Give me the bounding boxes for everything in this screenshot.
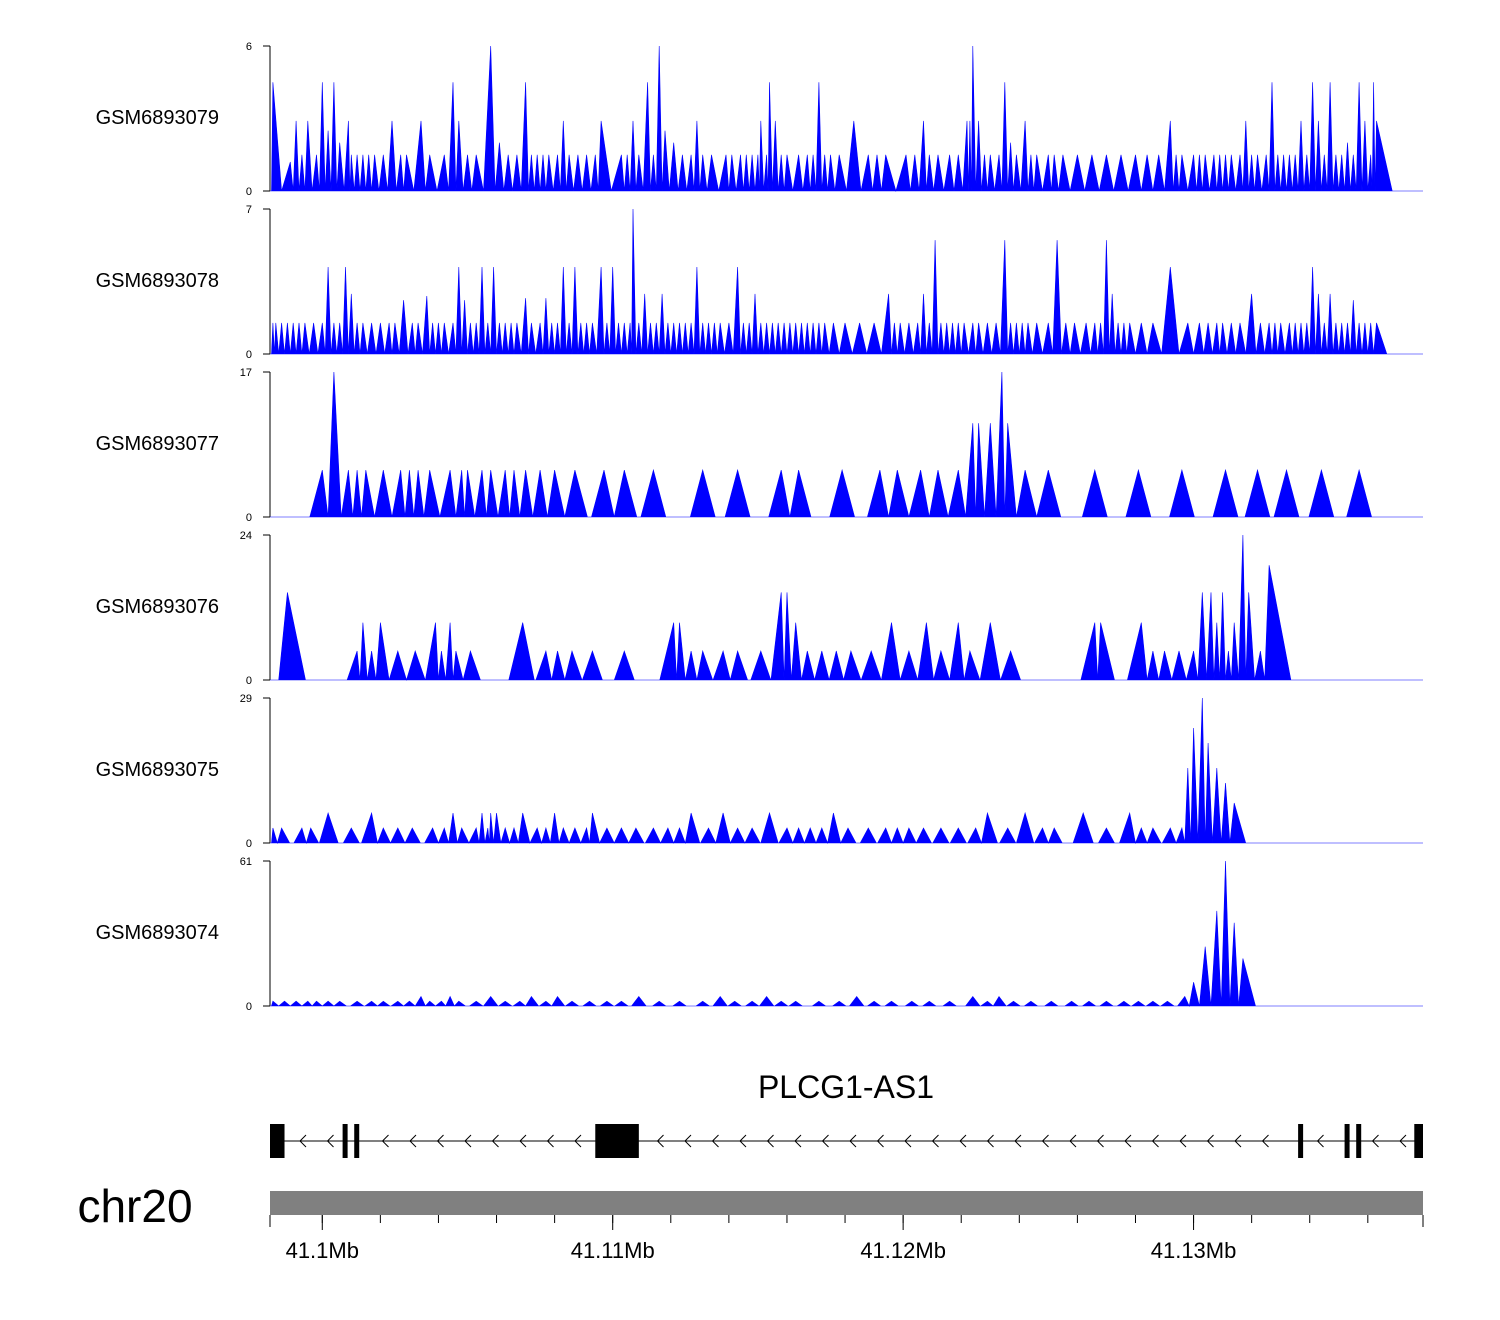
gene-exon bbox=[354, 1124, 360, 1158]
y-axis-max-label: 7 bbox=[246, 204, 252, 216]
track-label: GSM6893079 bbox=[96, 107, 219, 129]
y-axis-max-label: 61 bbox=[240, 856, 252, 868]
strand-arrow bbox=[1261, 1134, 1269, 1148]
track-GSM6893078: GSM6893078 7 0 bbox=[96, 204, 1423, 361]
y-axis-zero-label: 0 bbox=[246, 838, 252, 850]
strand-arrow bbox=[656, 1134, 664, 1148]
strand-arrow bbox=[931, 1134, 939, 1148]
y-axis-zero-label: 0 bbox=[246, 349, 252, 361]
strand-arrow bbox=[876, 1134, 884, 1148]
strand-arrow bbox=[464, 1134, 472, 1148]
strand-arrow bbox=[1399, 1134, 1407, 1148]
strand-arrow bbox=[739, 1134, 747, 1148]
strand-arrow bbox=[766, 1134, 774, 1148]
track-label: GSM6893078 bbox=[96, 270, 219, 292]
strand-arrow bbox=[1234, 1134, 1242, 1148]
strand-arrow bbox=[849, 1134, 857, 1148]
strand-arrow bbox=[1096, 1134, 1104, 1148]
strand-arrow bbox=[821, 1134, 829, 1148]
gene-exon bbox=[270, 1124, 285, 1158]
strand-arrow bbox=[1179, 1134, 1187, 1148]
x-tick-label: 41.13Mb bbox=[1151, 1238, 1237, 1263]
strand-arrow bbox=[519, 1134, 527, 1148]
coverage-area bbox=[270, 45, 1423, 193]
strand-arrow bbox=[546, 1134, 554, 1148]
strand-arrow bbox=[1316, 1134, 1324, 1148]
coverage-tracks: GSM689307960GSM689307870GSM6893077170GSM… bbox=[96, 41, 1423, 1013]
gene-track: PLCG1-AS1 bbox=[270, 1069, 1423, 1158]
y-axis-zero-label: 0 bbox=[246, 1001, 252, 1013]
track-label: GSM6893074 bbox=[96, 922, 219, 944]
coverage-area bbox=[270, 371, 1423, 518]
strand-arrow bbox=[1041, 1134, 1049, 1148]
strand-arrow bbox=[959, 1134, 967, 1148]
strand-arrow bbox=[1124, 1134, 1132, 1148]
gene-name-label: PLCG1-AS1 bbox=[758, 1069, 934, 1105]
track-GSM6893075: GSM6893075 29 0 bbox=[96, 693, 1423, 850]
track-GSM6893074: GSM6893074 61 0 bbox=[96, 856, 1423, 1013]
gene-exon bbox=[342, 1124, 348, 1158]
strand-arrow bbox=[1371, 1134, 1379, 1148]
x-tick-label: 41.12Mb bbox=[860, 1238, 946, 1263]
strand-arrow bbox=[409, 1134, 417, 1148]
x-tick-label: 41.1Mb bbox=[286, 1238, 359, 1263]
track-label: GSM6893076 bbox=[96, 596, 219, 618]
coverage-area bbox=[270, 697, 1423, 845]
gene-exon bbox=[1414, 1124, 1423, 1158]
strand-arrow bbox=[904, 1134, 912, 1148]
x-tick-label: 41.11Mb bbox=[571, 1238, 655, 1263]
strand-arrow bbox=[436, 1134, 444, 1148]
y-axis-zero-label: 0 bbox=[246, 512, 252, 524]
y-axis-max-label: 29 bbox=[240, 693, 252, 705]
strand-arrow bbox=[381, 1134, 389, 1148]
y-axis-zero-label: 0 bbox=[246, 675, 252, 687]
strand-arrow bbox=[711, 1134, 719, 1148]
strand-arrow bbox=[1206, 1134, 1214, 1148]
track-label: GSM6893075 bbox=[96, 759, 219, 781]
strand-arrow bbox=[1151, 1134, 1159, 1148]
y-axis-max-label: 24 bbox=[240, 530, 252, 542]
position-ticks: 41.1Mb 41.11Mb 41.12Mb 41.13Mb bbox=[269, 1215, 1424, 1263]
chromosome-bar bbox=[270, 1191, 1423, 1215]
gene-model bbox=[270, 1124, 1423, 1158]
y-axis-zero-label: 0 bbox=[246, 186, 252, 198]
strand-arrow bbox=[574, 1134, 582, 1148]
track-GSM6893079: GSM6893079 6 0 bbox=[96, 41, 1423, 198]
gene-exon bbox=[1298, 1124, 1304, 1158]
track-GSM6893077: GSM6893077 17 0 bbox=[96, 367, 1423, 524]
y-axis-max-label: 6 bbox=[246, 41, 252, 53]
coverage-area bbox=[270, 534, 1423, 682]
coverage-area bbox=[270, 860, 1423, 1007]
strand-arrow bbox=[986, 1134, 994, 1148]
strand-arrow bbox=[299, 1134, 307, 1148]
coverage-area bbox=[270, 208, 1423, 355]
chromosome-label: chr20 bbox=[77, 1180, 192, 1232]
strand-arrow bbox=[491, 1134, 499, 1148]
track-label: GSM6893077 bbox=[96, 433, 219, 455]
strand-arrow bbox=[684, 1134, 692, 1148]
strand-arrow bbox=[1014, 1134, 1022, 1148]
y-axis-max-label: 17 bbox=[240, 367, 252, 379]
gene-exon bbox=[1344, 1124, 1350, 1158]
strand-arrow bbox=[1069, 1134, 1077, 1148]
strand-arrow bbox=[794, 1134, 802, 1148]
chromosome-axis: chr20 41.1Mb 41.11Mb 41.12Mb 41.13Mb bbox=[77, 1180, 1424, 1263]
strand-arrow bbox=[326, 1134, 334, 1148]
gene-exon bbox=[595, 1124, 639, 1158]
gene-exon bbox=[1356, 1124, 1362, 1158]
track-GSM6893076: GSM6893076 24 0 bbox=[96, 530, 1423, 687]
